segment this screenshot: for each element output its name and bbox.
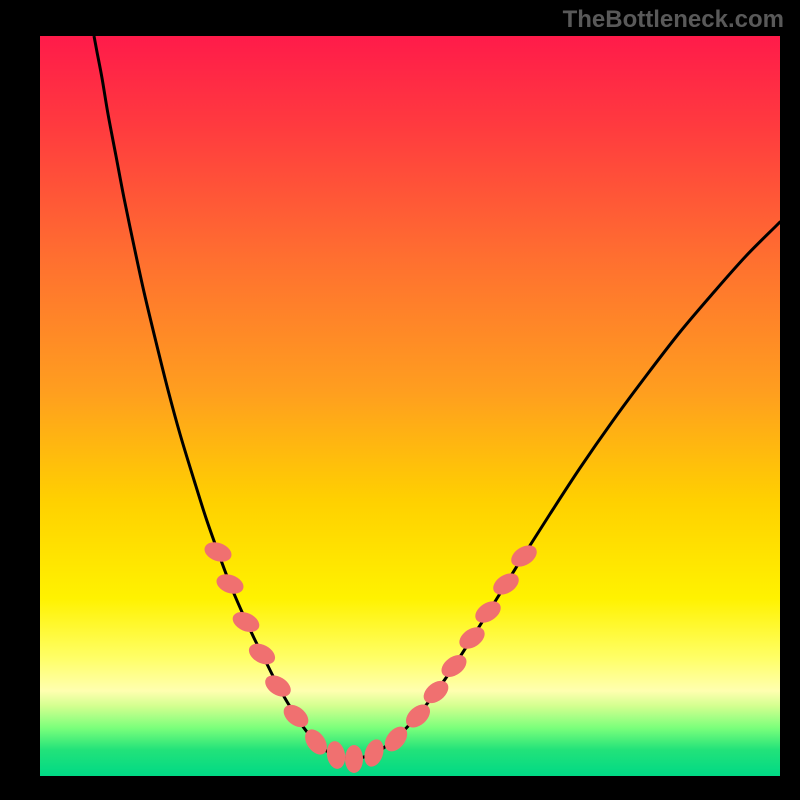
curve-marker [489,569,522,599]
curve-marker [202,539,234,565]
curve-marker [419,676,452,707]
plot-area [40,36,780,776]
curve-marker [471,597,504,627]
curve-marker [325,740,348,771]
curve-marker [455,623,488,654]
curve-marker [279,700,312,731]
curve-marker [261,671,294,701]
curve-marker [361,737,387,769]
curve-layer [40,36,780,776]
curve-marker [214,571,246,597]
curve-marker [507,541,540,571]
curve-marker [230,608,263,636]
chart-canvas: TheBottleneck.com [0,0,800,800]
watermark-text: TheBottleneck.com [563,6,784,34]
curve-marker [345,745,363,773]
curve-marker [437,650,470,681]
v-curve [94,36,780,759]
curve-marker [245,639,278,668]
